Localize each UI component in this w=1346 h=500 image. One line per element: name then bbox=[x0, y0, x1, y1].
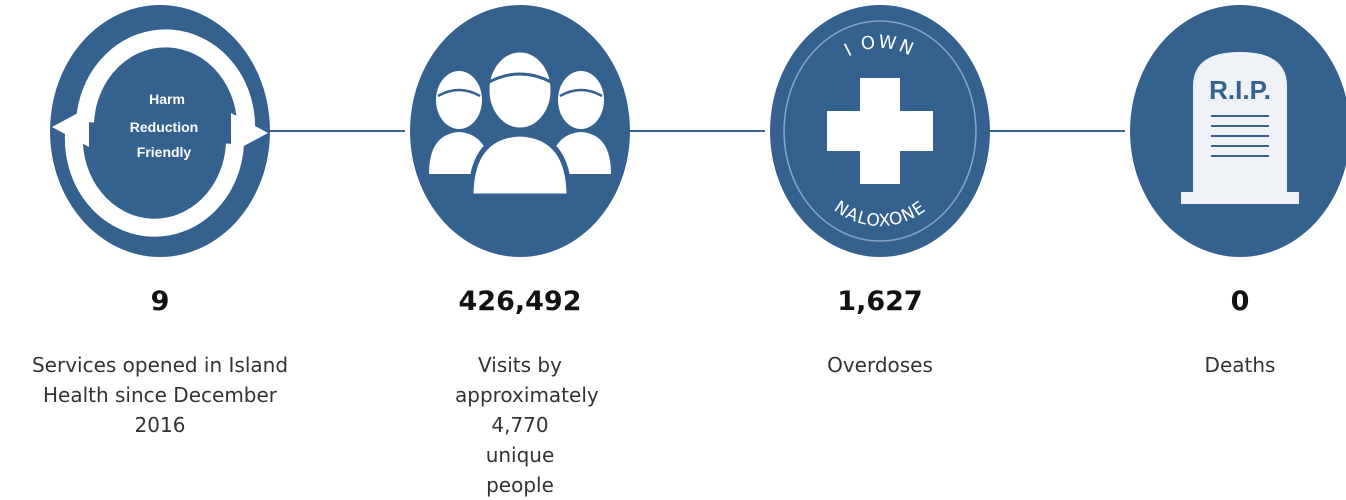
stat-label: Visits by approximately 4,770 unique peo… bbox=[455, 353, 599, 497]
people-group-icon bbox=[409, 4, 631, 258]
icon-text-harm: Harm bbox=[149, 91, 185, 107]
icon-text-friendly: Friendly bbox=[137, 144, 192, 160]
icon-text-reduction: Reduction bbox=[130, 119, 198, 135]
stat-value: 426,492 bbox=[458, 286, 582, 317]
stat-value: 9 bbox=[150, 286, 170, 317]
harm-reduction-friendly-icon: Harm Reduction Friendly bbox=[49, 4, 271, 258]
connector-line-3 bbox=[985, 130, 1125, 132]
icon-text-rip: R.I.P. bbox=[1209, 75, 1271, 105]
naloxone-cross-icon: I OWN NALOXONE bbox=[769, 4, 991, 258]
stat-value: 1,627 bbox=[837, 286, 923, 317]
stat-label: Services opened in Island Health since D… bbox=[31, 353, 289, 437]
stat-label: Overdoses bbox=[827, 353, 933, 377]
tombstone-icon: R.I.P. bbox=[1129, 4, 1346, 258]
stat-label: Deaths bbox=[1204, 353, 1276, 377]
stat-value: 0 bbox=[1230, 286, 1250, 317]
connector-line-2 bbox=[625, 130, 765, 132]
connector-line-1 bbox=[265, 130, 405, 132]
